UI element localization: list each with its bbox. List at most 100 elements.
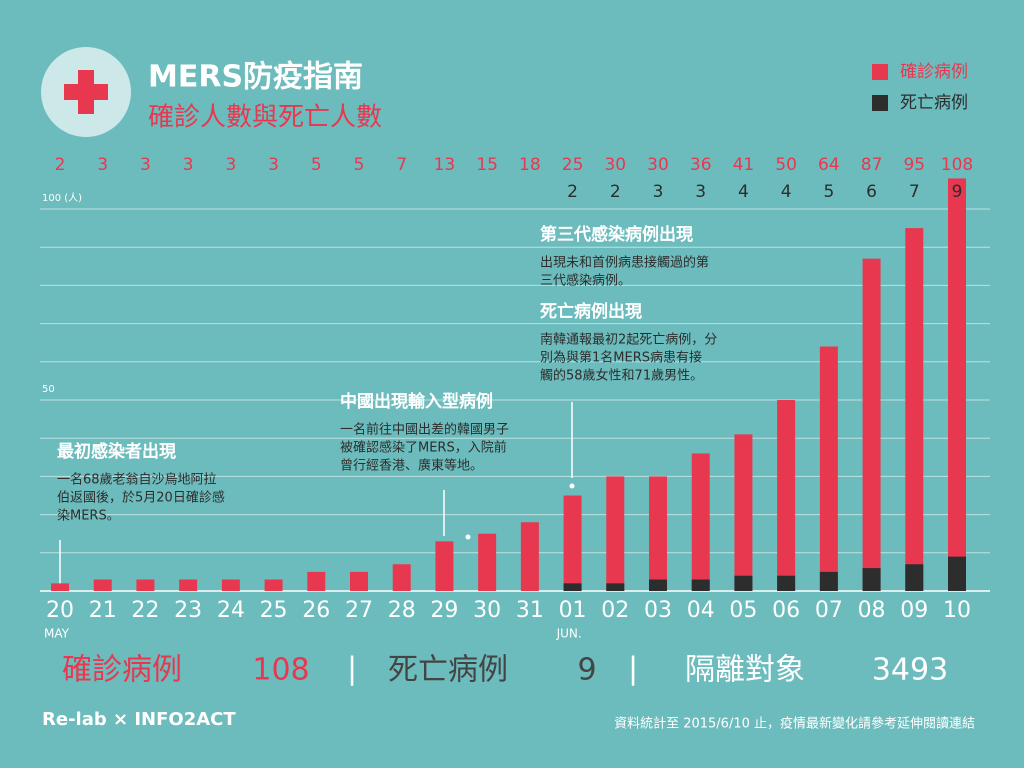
value-label: 36 (690, 155, 712, 175)
separator: | (628, 652, 638, 687)
value-label: 7 (909, 182, 920, 202)
bar (221, 579, 240, 591)
x-tick-label: 27 (345, 598, 373, 623)
value-label: 3 (225, 155, 236, 175)
value-label: 3 (140, 155, 151, 175)
bar (392, 564, 411, 591)
x-tick-label: 28 (388, 598, 416, 623)
x-tick-label: 05 (729, 598, 757, 623)
annotation-text: 出現未和首例病患接觸過的第 (540, 255, 709, 271)
value-label: 18 (519, 155, 541, 175)
legend-label: 確診病例 (900, 62, 968, 82)
value-label: 50 (775, 155, 797, 175)
value-label: 41 (733, 155, 755, 175)
legend-swatch (872, 64, 888, 80)
bar (777, 575, 796, 591)
bar (777, 400, 796, 591)
value-label: 2 (55, 155, 66, 175)
bar (136, 579, 155, 591)
separator: | (347, 652, 357, 687)
bar (478, 533, 497, 591)
legend-swatch (872, 95, 888, 111)
x-tick-label: 01 (559, 598, 587, 623)
x-tick-label: 07 (815, 598, 843, 623)
summary-value: 3493 (872, 653, 948, 688)
bar (51, 583, 69, 591)
annotation-title: 最初感染者出現 (57, 441, 176, 462)
x-tick-label: 30 (473, 598, 501, 623)
bar (563, 495, 582, 591)
bar (948, 556, 966, 591)
annotation-title: 死亡病例出現 (540, 301, 642, 322)
value-label: 25 (562, 155, 584, 175)
x-tick-label: 23 (174, 598, 202, 623)
annotation-text: 伯返國後，於5月20日確診感 (57, 490, 225, 506)
value-label: 3 (183, 155, 194, 175)
annotation-text: 南韓通報最初2起死亡病例，分 (540, 332, 717, 348)
month-label: MAY (44, 627, 70, 641)
bar (649, 579, 667, 591)
bar (307, 571, 326, 591)
annotation-text: 一名前往中國出差的韓國男子 (340, 422, 509, 438)
value-label: 3 (268, 155, 279, 175)
annotation-title: 中國出現輸入型病例 (340, 391, 493, 412)
bar (862, 258, 881, 591)
source-note: 資料統計至 2015/6/10 止，疫情最新變化請參考延伸閱讀連結 (614, 716, 975, 732)
value-label: 15 (476, 155, 498, 175)
value-label: 4 (738, 182, 749, 202)
x-tick-label: 08 (858, 598, 886, 623)
x-tick-label: 06 (772, 598, 800, 623)
bar (905, 228, 924, 591)
summary-label: 隔離對象 (685, 653, 805, 688)
x-tick-label: 04 (687, 598, 715, 623)
x-tick-label: 24 (217, 598, 245, 623)
bar (520, 522, 539, 591)
annotation-text: 一名68歲老翁自沙烏地阿拉 (57, 472, 217, 488)
bar (606, 476, 625, 591)
value-label: 5 (354, 155, 365, 175)
x-tick-label: 20 (46, 598, 74, 623)
bar (862, 568, 881, 591)
annotation-text: 觸的58歲女性和71歲男性。 (540, 368, 703, 384)
annotation-text: 別為與第1名MERS病患有接 (540, 350, 702, 366)
value-label: 2 (610, 182, 621, 202)
value-label: 9 (952, 182, 963, 202)
annotation-title: 第三代感染病例出現 (540, 224, 693, 245)
summary-value: 9 (577, 653, 596, 688)
x-tick-label: 25 (260, 598, 288, 623)
annotation-text: 被確認感染了MERS，入院前 (340, 440, 507, 456)
bar (649, 476, 667, 591)
bar (264, 579, 283, 591)
bar (691, 453, 710, 591)
month-label: JUN. (556, 627, 582, 641)
value-label: 7 (396, 155, 407, 175)
bar (819, 571, 838, 591)
bar (691, 579, 710, 591)
bar (734, 575, 753, 591)
bar (819, 346, 838, 591)
bar (179, 579, 198, 591)
value-label: 64 (818, 155, 840, 175)
value-label: 30 (647, 155, 669, 175)
cross (78, 70, 94, 114)
x-tick-label: 22 (131, 598, 159, 623)
annotation-dot (569, 483, 575, 489)
y-tick-label: 50 (42, 384, 55, 395)
bar (93, 579, 112, 591)
bar (948, 178, 966, 591)
x-tick-label: 03 (644, 598, 672, 623)
bar (350, 571, 368, 591)
value-label: 6 (866, 182, 877, 202)
value-label: 30 (604, 155, 626, 175)
value-label: 4 (781, 182, 792, 202)
value-label: 13 (434, 155, 456, 175)
legend-label: 死亡病例 (900, 93, 968, 113)
subtitle: 確診人數與死亡人數 (148, 103, 382, 133)
value-label: 87 (861, 155, 883, 175)
value-label: 3 (653, 182, 664, 202)
x-tick-label: 10 (943, 598, 971, 623)
value-label: 3 (97, 155, 108, 175)
summary-label: 確診病例 (62, 653, 182, 688)
x-tick-label: 31 (516, 598, 544, 623)
